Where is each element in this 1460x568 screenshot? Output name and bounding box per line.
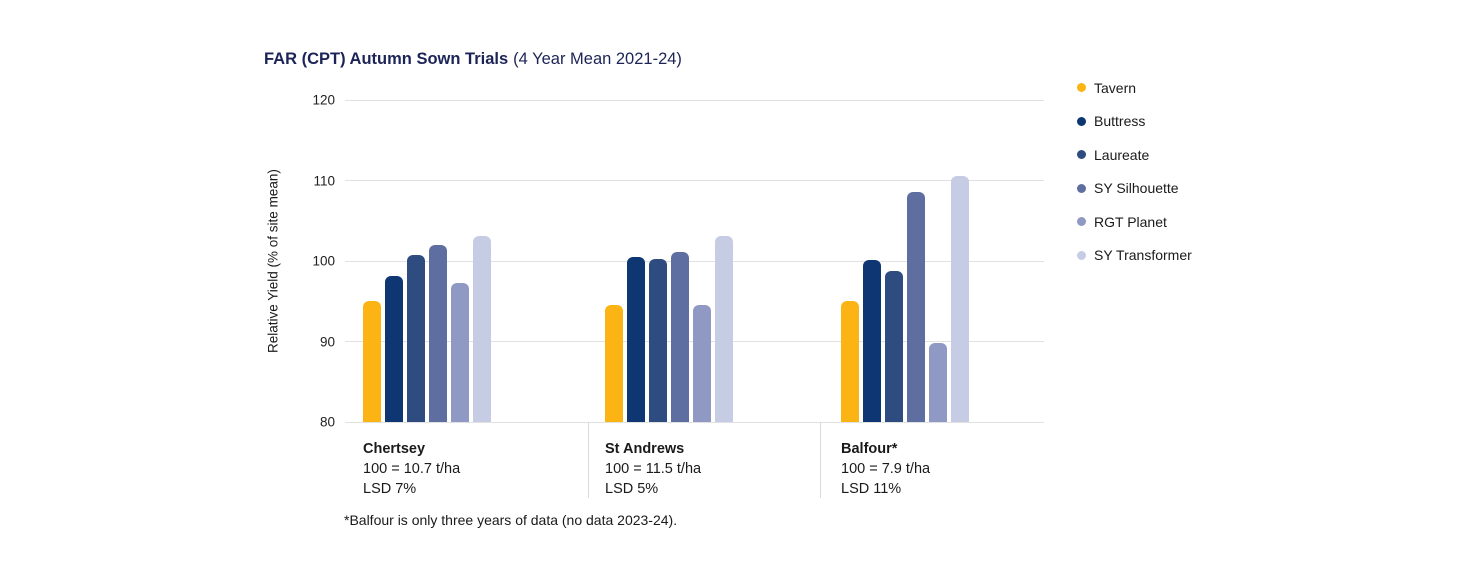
ytick-label-80: 80 [319, 414, 335, 430]
bar-buttress [863, 260, 881, 422]
bar-buttress [627, 257, 645, 422]
section-divider-1 [588, 422, 589, 498]
bar-sy-silhouette [907, 191, 925, 422]
bar-laureate [407, 254, 425, 422]
bar-group-balfour- [841, 175, 969, 422]
site-scale: 100 = 11.5 t/ha [605, 461, 702, 477]
legend-label: SY Silhouette [1094, 180, 1179, 196]
legend-item-buttress: Buttress [1077, 113, 1192, 130]
group-label-chertsey: Chertsey 100 = 10.7 t/ha LSD 7% [363, 439, 460, 499]
site-lsd: LSD 5% [605, 481, 659, 497]
legend-dot-icon [1077, 217, 1086, 226]
site-name: Chertsey [363, 441, 426, 457]
chart-footnote: *Balfour is only three years of data (no… [344, 512, 678, 528]
site-name: St Andrews [605, 441, 685, 457]
group-label-st-andrews: St Andrews 100 = 11.5 t/ha LSD 5% [605, 439, 701, 499]
legend-dot-icon [1077, 116, 1086, 126]
ytick-label-90: 90 [319, 334, 335, 349]
ytick-label-110: 110 [313, 173, 335, 188]
legend-label: Laureate [1094, 146, 1150, 163]
bar-rgt-planet [451, 282, 469, 422]
bar-sy-transformer [715, 236, 733, 422]
bar-sy-silhouette [429, 244, 447, 422]
gridline-y-110 [345, 180, 1044, 181]
bar-rgt-planet [929, 343, 947, 422]
gridline-y-100 [345, 260, 1044, 262]
site-scale: 100 = 7.9 t/ha [841, 461, 931, 477]
bar-tavern [605, 305, 623, 422]
chart-title-main: FAR (CPT) Autumn Sown Trials [264, 50, 509, 68]
site-name: Balfour* [841, 441, 898, 457]
bar-sy-transformer [951, 175, 969, 422]
legend-label: RGT Planet [1094, 213, 1167, 230]
legend-item-sy-transformer: SY Transformer [1077, 247, 1192, 264]
chart-title-subtitle: (4 Year Mean 2021-24) [513, 50, 682, 68]
legend-dot-icon [1077, 250, 1086, 260]
y-axis-title: Relative Yield (% of site mean) [265, 169, 281, 353]
legend-item-tavern: Tavern [1077, 79, 1192, 96]
legend-dot-icon [1077, 150, 1086, 159]
gridline-y-120 [345, 99, 1044, 101]
bar-sy-silhouette [671, 252, 689, 422]
bar-buttress [385, 275, 403, 422]
site-lsd: LSD 7% [363, 481, 417, 497]
legend-label: Buttress [1094, 113, 1146, 129]
bar-sy-transformer [473, 236, 491, 422]
legend-label: Tavern [1094, 79, 1137, 96]
bar-rgt-planet [693, 304, 711, 422]
legend-item-rgt-planet: RGT Planet [1077, 213, 1192, 230]
bar-laureate [885, 270, 903, 422]
ytick-label-100: 100 [312, 253, 335, 269]
legend-dot-icon [1077, 183, 1086, 193]
bar-group-chertsey [363, 236, 491, 422]
legend-item-laureate: Laureate [1077, 146, 1192, 163]
legend-label: SY Transformer [1094, 247, 1192, 263]
bar-tavern [841, 301, 859, 422]
bar-laureate [649, 259, 667, 422]
ytick-label-120: 120 [312, 92, 335, 108]
section-divider-2 [820, 422, 821, 498]
plot-area: 120 110 100 90 80 [312, 93, 1044, 430]
bar-tavern [363, 301, 381, 422]
group-label-balfour-: Balfour* 100 = 7.9 t/ha LSD 11% [841, 439, 930, 499]
site-scale: 100 = 10.7 t/ha [363, 461, 461, 477]
chart-legend: Tavern Buttress Laureate SY Silhouette RGT P… [1077, 79, 1192, 264]
legend-dot-icon [1077, 83, 1086, 92]
chart-title: FAR (CPT) Autumn Sown Trials (4 Year Mean… [264, 49, 682, 70]
legend-item-sy-silhouette: SY Silhouette [1077, 180, 1192, 197]
site-lsd: LSD 11% [841, 481, 902, 497]
bar-group-st-andrews [605, 236, 733, 422]
gridline-y-80 [345, 421, 1044, 423]
